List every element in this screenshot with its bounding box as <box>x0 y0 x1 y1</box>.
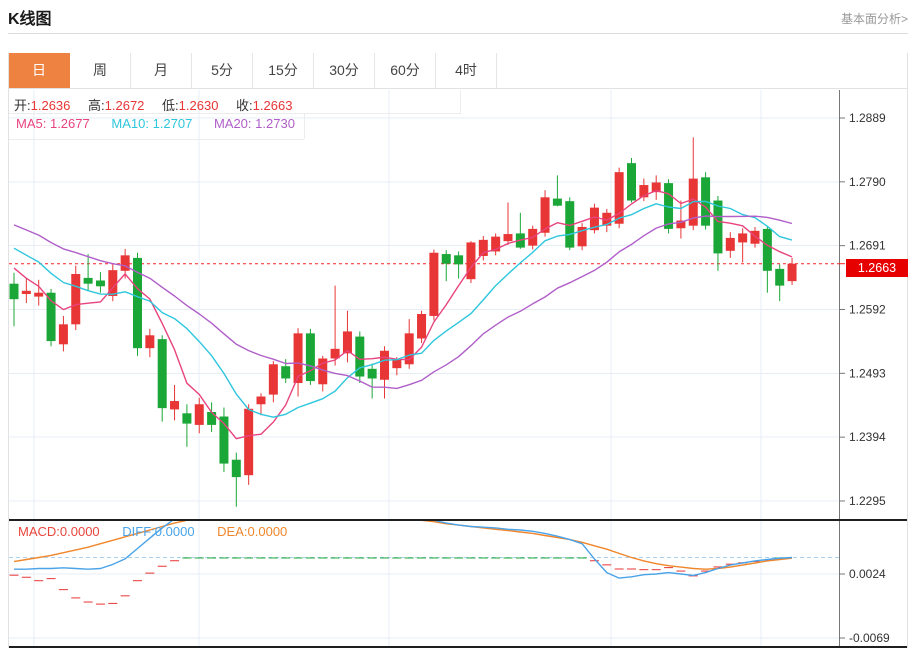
open-label: 开: <box>14 98 31 113</box>
tab-month[interactable]: 月 <box>131 53 192 88</box>
macd-legend-row: MACD:0.0000 DIFF:0.0000 DEA:0.0000 <box>18 524 306 539</box>
ohlc-cell-underline <box>9 113 461 114</box>
close-label: 收: <box>236 98 253 113</box>
macd-value-legend: MACD:0.0000 <box>18 524 100 539</box>
tab-week[interactable]: 周 <box>70 53 131 88</box>
ma-legend-row: MA5: 1.2677 MA10: 1.2707 MA20: 1.2730 <box>16 116 313 131</box>
macd-panel: 0.0024 -0.0069 <box>9 521 890 646</box>
header-divider <box>8 33 908 34</box>
dea-value-legend: DEA:0.0000 <box>217 524 288 539</box>
high-value: 1.2672 <box>104 98 145 113</box>
ma10-legend: MA10: 1.2707 <box>111 116 193 131</box>
svg-text:1.2493: 1.2493 <box>849 366 886 380</box>
close-value: 1.2663 <box>252 98 293 113</box>
svg-text:1.2295: 1.2295 <box>849 494 886 508</box>
ma5-legend: MA5: 1.2677 <box>16 116 90 131</box>
high-label: 高: <box>88 98 105 113</box>
ohlc-row: 开:1.2636 高:1.2672 低:1.2630 收:1.2663 <box>14 95 306 114</box>
svg-text:1.2790: 1.2790 <box>849 175 886 189</box>
tab-5min[interactable]: 5分 <box>192 53 253 88</box>
panel-separator-bottom <box>9 646 907 648</box>
ohlc-close: 收:1.2663 <box>236 98 292 113</box>
period-tabs: 日 周 月 5分 15分 30分 60分 4时 <box>9 53 907 89</box>
tab-30min[interactable]: 30分 <box>314 53 375 88</box>
diff-value-legend: DIFF:0.0000 <box>122 524 195 539</box>
current-price-tag: 1.2663 <box>846 259 908 277</box>
fundamental-analysis-link[interactable]: 基本面分析> <box>840 12 908 26</box>
svg-text:1.2691: 1.2691 <box>849 239 886 253</box>
svg-text:-0.0069: -0.0069 <box>849 631 890 645</box>
main-candlestick-chart: 1.2889 1.2790 1.2691 1.2592 1.2493 1.2394 1.22… <box>9 90 886 519</box>
ohlc-open: 开:1.2636 <box>14 98 70 113</box>
tab-15min[interactable]: 15分 <box>253 53 314 88</box>
low-label: 低: <box>162 98 179 113</box>
panel-separator-top <box>9 519 907 521</box>
svg-text:1.2889: 1.2889 <box>849 111 886 125</box>
svg-text:0.0024: 0.0024 <box>849 567 886 581</box>
svg-text:1.2592: 1.2592 <box>849 302 886 316</box>
low-value: 1.2630 <box>178 98 219 113</box>
open-value: 1.2636 <box>30 98 71 113</box>
tab-day[interactable]: 日 <box>9 53 70 88</box>
ohlc-cell-divider <box>460 90 461 113</box>
ma-cell-underline <box>9 139 304 140</box>
ohlc-low: 低:1.2630 <box>162 98 218 113</box>
ma20-legend: MA20: 1.2730 <box>213 116 295 131</box>
tab-60min[interactable]: 60分 <box>375 53 436 88</box>
ma-cell-divider <box>304 113 305 139</box>
page-title: K线图 <box>8 11 52 28</box>
tab-4hour[interactable]: 4时 <box>436 53 497 88</box>
ohlc-high: 高:1.2672 <box>88 98 144 113</box>
svg-text:1.2394: 1.2394 <box>849 430 886 444</box>
